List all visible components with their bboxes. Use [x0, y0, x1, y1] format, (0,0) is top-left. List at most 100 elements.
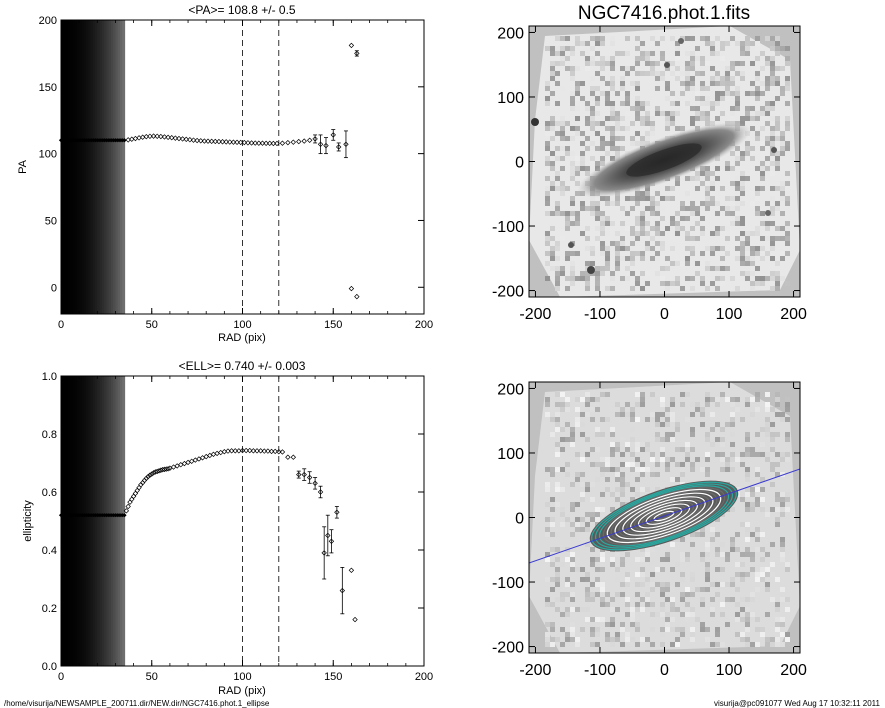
noise-pixel — [610, 136, 615, 141]
noise-pixel — [785, 432, 790, 437]
noise-pixel — [550, 472, 555, 477]
noise-pixel — [665, 286, 670, 291]
noise-pixel — [735, 96, 740, 101]
noise-pixel — [620, 136, 625, 141]
noise-pixel — [700, 412, 705, 417]
noise-pixel — [760, 256, 765, 261]
noise-pixel — [705, 196, 710, 201]
noise-pixel — [770, 71, 775, 76]
noise-pixel — [775, 412, 780, 417]
noise-pixel — [755, 397, 760, 402]
noise-pixel — [650, 392, 655, 397]
noise-pixel — [625, 482, 630, 487]
noise-pixel — [720, 642, 725, 647]
noise-pixel — [590, 61, 595, 66]
noise-pixel — [750, 592, 755, 597]
noise-pixel — [650, 642, 655, 647]
noise-pixel — [630, 261, 635, 266]
noise-pixel — [670, 457, 675, 462]
noise-pixel — [565, 286, 570, 291]
noise-pixel — [555, 36, 560, 41]
noise-pixel — [640, 136, 645, 141]
noise-pixel — [620, 622, 625, 627]
noise-pixel — [675, 226, 680, 231]
noise-pixel — [740, 186, 745, 191]
pa-data-point — [252, 140, 258, 146]
noise-pixel — [745, 397, 750, 402]
noise-pixel — [785, 116, 790, 121]
noise-pixel — [585, 166, 590, 171]
noise-pixel — [780, 557, 785, 562]
noise-pixel — [575, 221, 580, 226]
noise-pixel — [645, 121, 650, 126]
noise-pixel — [630, 81, 635, 86]
noise-pixel — [760, 106, 765, 111]
noise-pixel — [565, 276, 570, 281]
noise-pixel — [775, 637, 780, 642]
pa-band-strip — [115, 20, 119, 314]
noise-pixel — [720, 467, 725, 472]
noise-pixel — [645, 131, 650, 136]
noise-pixel — [620, 472, 625, 477]
ell-data-point — [321, 550, 327, 556]
noise-pixel — [615, 592, 620, 597]
noise-pixel — [755, 577, 760, 582]
noise-pixel — [590, 547, 595, 552]
noise-pixel — [715, 191, 720, 196]
noise-pixel — [660, 216, 665, 221]
noise-pixel — [555, 427, 560, 432]
noise-pixel — [785, 56, 790, 61]
noise-pixel — [555, 206, 560, 211]
noise-pixel — [610, 36, 615, 41]
noise-pixel — [625, 266, 630, 271]
noise-pixel — [750, 201, 755, 206]
pa-data-point — [187, 137, 193, 143]
noise-pixel — [700, 116, 705, 121]
noise-pixel — [765, 201, 770, 206]
noise-pixel — [750, 111, 755, 116]
noise-pixel — [715, 632, 720, 637]
noise-pixel — [675, 261, 680, 266]
noise-pixel — [765, 432, 770, 437]
noise-pixel — [750, 492, 755, 497]
noise-pixel — [610, 607, 615, 612]
noise-pixel — [675, 111, 680, 116]
noise-pixel — [730, 547, 735, 552]
noise-pixel — [785, 76, 790, 81]
noise-pixel — [550, 587, 555, 592]
noise-pixel — [580, 412, 585, 417]
noise-pixel — [775, 402, 780, 407]
noise-pixel — [550, 577, 555, 582]
noise-pixel — [720, 427, 725, 432]
noise-pixel — [560, 592, 565, 597]
noise-pixel — [785, 417, 790, 422]
noise-pixel — [775, 236, 780, 241]
noise-pixel — [585, 487, 590, 492]
noise-pixel — [685, 592, 690, 597]
noise-pixel — [785, 61, 790, 66]
noise-pixel — [640, 442, 645, 447]
noise-pixel — [645, 241, 650, 246]
noise-pixel — [585, 522, 590, 527]
noise-pixel — [755, 537, 760, 542]
noise-pixel — [555, 442, 560, 447]
noise-pixel — [730, 457, 735, 462]
ell-data-point — [136, 484, 142, 491]
noise-pixel — [720, 41, 725, 46]
noise-pixel — [650, 412, 655, 417]
noise-pixel — [605, 151, 610, 156]
noise-pixel — [770, 482, 775, 487]
noise-pixel — [770, 447, 775, 452]
noise-pixel — [755, 407, 760, 412]
noise-pixel — [605, 61, 610, 66]
noise-pixel — [550, 622, 555, 627]
ell-data-point — [290, 454, 297, 460]
noise-pixel — [620, 66, 625, 71]
noise-pixel — [740, 51, 745, 56]
noise-pixel — [575, 502, 580, 507]
noise-pixel — [610, 452, 615, 457]
noise-pixel — [555, 131, 560, 136]
noise-pixel — [745, 607, 750, 612]
noise-pixel — [570, 562, 575, 567]
noise-pixel — [640, 572, 645, 577]
